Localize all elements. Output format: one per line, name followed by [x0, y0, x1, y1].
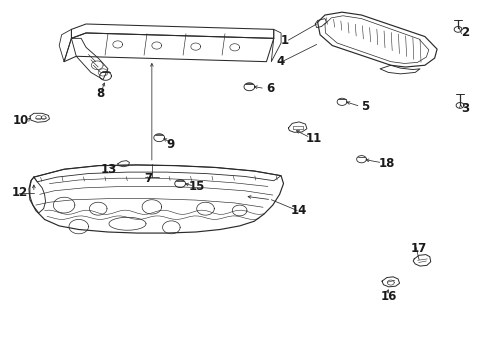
Text: 15: 15	[188, 180, 204, 193]
Text: 11: 11	[305, 132, 321, 145]
Text: 9: 9	[166, 138, 174, 150]
Text: 8: 8	[96, 87, 104, 100]
Text: 13: 13	[101, 163, 117, 176]
Text: 5: 5	[361, 100, 369, 113]
Text: 14: 14	[290, 204, 306, 217]
Text: 3: 3	[461, 102, 468, 115]
Text: 6: 6	[266, 82, 274, 95]
Text: 7: 7	[144, 172, 152, 185]
Text: 1: 1	[281, 33, 288, 47]
Text: 4: 4	[276, 55, 284, 68]
Text: 12: 12	[11, 186, 28, 199]
Text: 18: 18	[378, 157, 394, 170]
Text: 17: 17	[409, 242, 426, 255]
Text: 16: 16	[380, 290, 397, 303]
Text: 2: 2	[461, 27, 468, 40]
Text: 10: 10	[13, 114, 29, 127]
